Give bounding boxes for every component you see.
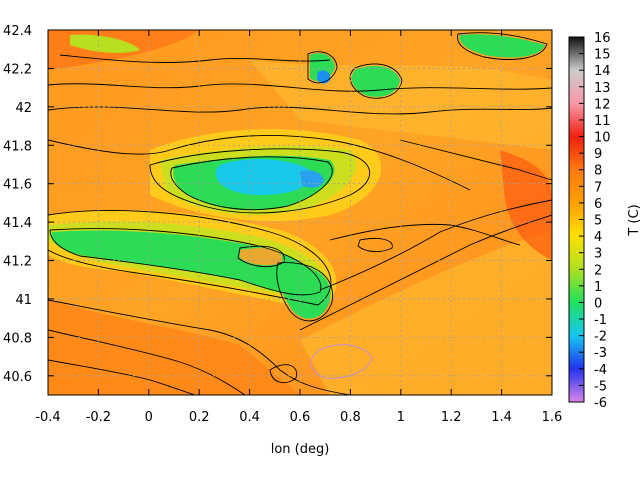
colorbar-tick-label: 6 bbox=[594, 197, 602, 212]
colorbar-tick-label: 1 bbox=[594, 280, 602, 295]
y-tick-label: 42.2 bbox=[3, 62, 32, 77]
contour-lines bbox=[48, 32, 552, 395]
colorbar-tick-label: -6 bbox=[594, 396, 607, 411]
y-tick-label: 41.4 bbox=[3, 216, 32, 231]
colorbar-tick-label: 14 bbox=[594, 64, 611, 79]
x-tick-label: 0.8 bbox=[340, 410, 361, 425]
colorbar-tick-label: 0 bbox=[594, 296, 602, 311]
x-tick-label: 0.6 bbox=[290, 410, 311, 425]
x-tick-label: 0.2 bbox=[189, 410, 210, 425]
y-tick-label: 42 bbox=[15, 101, 32, 116]
heatmap-warm-band bbox=[300, 230, 552, 395]
x-tick-label: 1.4 bbox=[491, 410, 512, 425]
colorbar-tick-label: 4 bbox=[594, 230, 602, 245]
y-tick-label: 41.2 bbox=[3, 255, 32, 270]
x-tick-label: -0.2 bbox=[86, 410, 111, 425]
colorbar-tick-label: 10 bbox=[594, 131, 611, 146]
colorbar-tick-label: -5 bbox=[594, 379, 607, 394]
y-tick-label: 42.4 bbox=[3, 24, 32, 39]
y-tick-label: 40.8 bbox=[3, 331, 32, 346]
y-axis-ticks: 40.6 40.8 41 41.2 41.4 41.6 41.8 42 42.2 42.4 bbox=[3, 24, 552, 385]
x-tick-label: -0.4 bbox=[35, 410, 60, 425]
y-tick-label: 41 bbox=[15, 293, 32, 308]
colorbar-tick-label: 8 bbox=[594, 164, 602, 179]
x-tick-label: 0 bbox=[145, 410, 153, 425]
colorbar-tick-label: 2 bbox=[594, 263, 602, 278]
y-tick-label: 41.6 bbox=[3, 178, 32, 193]
colorbar-tick-label: -3 bbox=[594, 346, 607, 361]
x-tick-label: 1.2 bbox=[441, 410, 462, 425]
heatmap-cold-patch bbox=[70, 34, 140, 53]
colorbar-tick-label: 3 bbox=[594, 247, 602, 262]
colorbar-tick-label: 9 bbox=[594, 147, 602, 162]
colorbar-tick-label: -2 bbox=[594, 330, 607, 345]
x-axis-ticks: -0.4 -0.2 0 0.2 0.4 0.6 0.8 1 1.2 1.4 1.6 bbox=[35, 30, 562, 425]
y-tick-label: 40.6 bbox=[3, 370, 32, 385]
colorbar-tick-label: 13 bbox=[594, 81, 611, 96]
colorbar-tick-label: 12 bbox=[594, 97, 611, 112]
x-tick-label: 1 bbox=[397, 410, 405, 425]
colorbar-tick-label: 11 bbox=[594, 114, 611, 129]
colorbar-tick-label: 16 bbox=[594, 31, 611, 46]
colorbar-label: T (C) bbox=[627, 204, 640, 236]
y-tick-label: 41.8 bbox=[3, 139, 32, 154]
heatmap-cold-patch bbox=[459, 34, 545, 58]
colorbar-tick-label: 5 bbox=[594, 214, 602, 229]
grid bbox=[48, 30, 552, 395]
colorbar-tick-label: -4 bbox=[594, 363, 607, 378]
colorbar-tick-label: 15 bbox=[594, 48, 611, 63]
colorbar-tick-label: -1 bbox=[594, 313, 607, 328]
heatmap-warm-patch bbox=[240, 248, 283, 266]
colorbar-tick-label: 7 bbox=[594, 180, 602, 195]
x-tick-label: 0.4 bbox=[239, 410, 260, 425]
heatmap-freezing-core bbox=[215, 158, 313, 196]
x-axis-label: lon (deg) bbox=[271, 442, 330, 457]
x-tick-label: 1.6 bbox=[542, 410, 563, 425]
